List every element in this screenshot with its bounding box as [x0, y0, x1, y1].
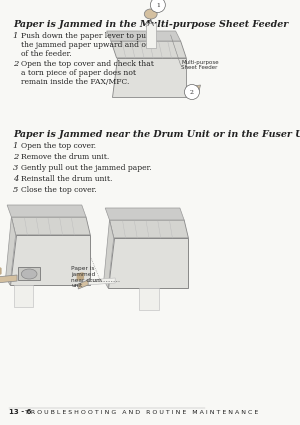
Polygon shape	[19, 267, 40, 280]
Text: Close the top cover.: Close the top cover.	[21, 186, 97, 194]
Text: 4: 4	[13, 175, 18, 183]
Text: 5: 5	[13, 186, 18, 194]
Text: Reinstall the drum unit.: Reinstall the drum unit.	[21, 175, 113, 183]
Polygon shape	[107, 31, 181, 41]
Text: 13 - 6: 13 - 6	[8, 409, 31, 415]
Text: 2: 2	[190, 90, 194, 94]
Text: Paper is Jammed in the Multi-purpose Sheet Feeder: Paper is Jammed in the Multi-purpose She…	[13, 20, 288, 29]
Text: Paper is Jammed near the Drum Unit or in the Fuser Unit: Paper is Jammed near the Drum Unit or in…	[13, 130, 300, 139]
Polygon shape	[87, 278, 115, 285]
Ellipse shape	[21, 269, 37, 279]
Text: 1: 1	[13, 32, 18, 40]
Polygon shape	[11, 217, 90, 235]
Ellipse shape	[144, 9, 157, 19]
Polygon shape	[188, 85, 200, 95]
Text: Open the top cover and check that
a torn piece of paper does not
remain inside t: Open the top cover and check that a torn…	[21, 60, 154, 86]
Text: 1: 1	[13, 142, 18, 150]
Text: 2: 2	[13, 153, 18, 161]
Polygon shape	[0, 275, 17, 283]
Polygon shape	[112, 58, 186, 97]
FancyBboxPatch shape	[139, 288, 159, 310]
Text: Paper is
jammed
near drum
unit: Paper is jammed near drum unit	[71, 266, 102, 289]
Text: Open the top cover.: Open the top cover.	[21, 142, 96, 150]
Polygon shape	[7, 205, 86, 217]
Polygon shape	[104, 220, 114, 288]
Text: Multi-purpose
Sheet Feeder: Multi-purpose Sheet Feeder	[181, 60, 219, 71]
Polygon shape	[10, 235, 90, 285]
Polygon shape	[78, 280, 88, 289]
Polygon shape	[6, 217, 16, 285]
FancyBboxPatch shape	[146, 23, 156, 48]
Text: 3: 3	[13, 164, 18, 172]
Text: 2: 2	[13, 60, 18, 68]
FancyBboxPatch shape	[14, 285, 33, 307]
Polygon shape	[108, 238, 188, 288]
Text: Remove the drum unit.: Remove the drum unit.	[21, 153, 109, 161]
Polygon shape	[111, 41, 186, 58]
Text: Gently pull out the jammed paper.: Gently pull out the jammed paper.	[21, 164, 152, 172]
Text: 1: 1	[156, 3, 160, 8]
Text: T R O U B L E S H O O T I N G   A N D   R O U T I N E   M A I N T E N A N C E: T R O U B L E S H O O T I N G A N D R O …	[19, 410, 258, 415]
Text: Push down the paper lever to pull
the jammed paper upward and out
of the feeder.: Push down the paper lever to pull the ja…	[21, 32, 154, 58]
Polygon shape	[105, 208, 184, 220]
Polygon shape	[110, 220, 188, 238]
